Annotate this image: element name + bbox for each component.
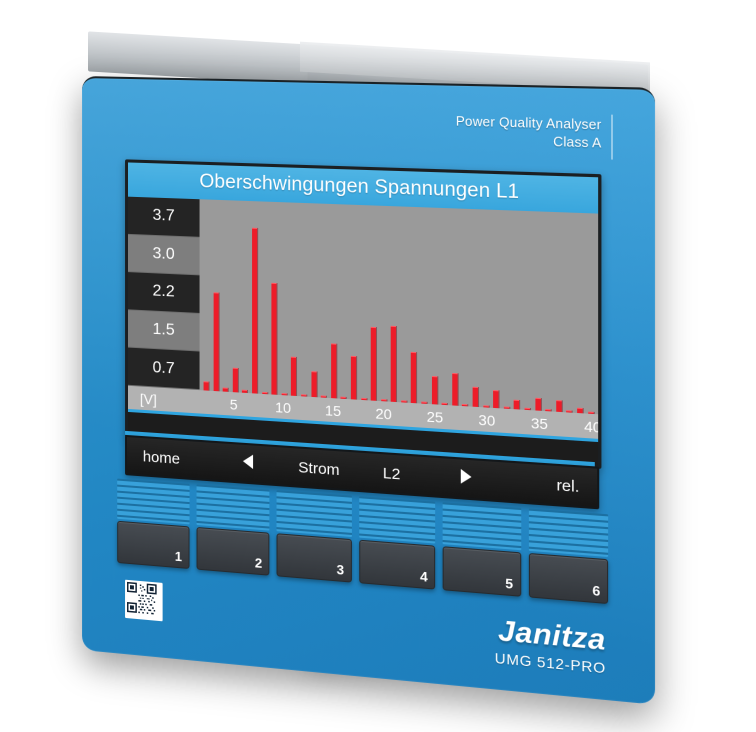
menu-mode-label[interactable]: Strom bbox=[298, 458, 340, 479]
x-axis-tick: 10 bbox=[275, 398, 292, 417]
chart-bar bbox=[232, 368, 238, 393]
chart-bar bbox=[472, 386, 479, 407]
ventilation-slots bbox=[358, 496, 436, 544]
ventilation-slots bbox=[196, 484, 270, 531]
device-front-bezel: Power Quality Analyser Class A Oberschwi… bbox=[82, 76, 656, 705]
menu-rel-button[interactable]: rel. bbox=[556, 475, 580, 496]
plot-region bbox=[199, 199, 599, 415]
ventilation-slots bbox=[528, 508, 609, 558]
chart-bar bbox=[350, 355, 356, 400]
lcd-display[interactable]: Oberschwingungen Spannungen L1 3.7 3.0 2.2… bbox=[125, 159, 602, 469]
product-class-line1: Power Quality Analyser bbox=[455, 114, 602, 133]
key-number-label: 1 bbox=[174, 548, 183, 565]
chart-bar bbox=[514, 399, 520, 410]
y-axis-tick: 2.2 bbox=[127, 272, 200, 314]
key-number-label: 6 bbox=[592, 582, 601, 600]
x-axis-tick: 20 bbox=[375, 404, 392, 423]
x-axis-tick: 35 bbox=[530, 414, 548, 433]
key-column: 1 bbox=[117, 478, 190, 578]
y-axis-tick: 3.0 bbox=[127, 234, 200, 276]
chart-bar bbox=[452, 373, 458, 406]
soft-key-button-4[interactable]: 4 bbox=[358, 539, 436, 590]
key-number-label: 4 bbox=[420, 568, 428, 585]
chart-bar bbox=[411, 352, 417, 404]
y-unit-label: [V] bbox=[139, 390, 157, 408]
chart-area: 3.7 3.0 2.2 1.5 0.7 bbox=[127, 196, 599, 415]
x-axis-tick: 25 bbox=[426, 408, 444, 426]
y-axis-tick: 3.7 bbox=[127, 196, 200, 238]
chart-bar bbox=[555, 400, 562, 413]
chart-bar bbox=[493, 390, 499, 409]
chart-bar bbox=[390, 326, 397, 403]
chart-bar bbox=[330, 343, 337, 399]
ventilation-slots bbox=[442, 502, 521, 551]
key-number-label: 3 bbox=[336, 561, 345, 578]
header-divider bbox=[611, 114, 613, 160]
soft-key-button-3[interactable]: 3 bbox=[276, 533, 352, 583]
arrow-right-icon[interactable] bbox=[428, 467, 503, 491]
chart-bar bbox=[213, 291, 219, 392]
x-axis-tick: 40 bbox=[584, 417, 602, 436]
y-axis-tick: 1.5 bbox=[127, 310, 200, 352]
key-number-label: 5 bbox=[505, 575, 514, 592]
menu-home-button[interactable]: home bbox=[142, 447, 181, 468]
ventilation-slots bbox=[117, 478, 190, 525]
key-column: 2 bbox=[196, 484, 270, 584]
y-axis-tick: 0.7 bbox=[127, 347, 200, 391]
y-axis-labels: 3.7 3.0 2.2 1.5 0.7 bbox=[127, 196, 200, 391]
product-class-label: Power Quality Analyser Class A bbox=[456, 113, 602, 153]
chart-bar bbox=[203, 381, 209, 391]
soft-key-button-6[interactable]: 6 bbox=[528, 552, 609, 605]
chart-bar bbox=[534, 397, 541, 411]
chart-bar bbox=[291, 356, 297, 396]
bar-series bbox=[203, 203, 594, 414]
qr-code-icon bbox=[125, 579, 163, 622]
arrow-left-icon[interactable] bbox=[212, 452, 283, 475]
key-column: 5 bbox=[442, 502, 521, 605]
chart-bar bbox=[271, 283, 277, 395]
x-axis-tick: 5 bbox=[229, 396, 238, 413]
product-class-line2: Class A bbox=[553, 134, 602, 151]
brand-block: Janitza UMG 512-PRO bbox=[495, 614, 606, 677]
chart-bar bbox=[310, 371, 317, 398]
soft-key-button-1[interactable]: 1 bbox=[117, 520, 190, 569]
key-column: 3 bbox=[276, 490, 352, 591]
x-axis-tick: 15 bbox=[324, 401, 342, 420]
ventilation-slots bbox=[276, 490, 352, 538]
soft-key-button-2[interactable]: 2 bbox=[196, 526, 270, 576]
soft-key-button-5[interactable]: 5 bbox=[442, 546, 521, 597]
chart-bar bbox=[252, 227, 258, 394]
key-column: 4 bbox=[358, 496, 436, 598]
chart-bar bbox=[431, 375, 437, 405]
menu-phase-label[interactable]: L2 bbox=[382, 464, 401, 484]
key-number-label: 2 bbox=[254, 555, 263, 571]
x-axis-tick: 30 bbox=[478, 411, 496, 430]
key-column: 6 bbox=[528, 508, 609, 612]
chart-bar bbox=[370, 326, 377, 401]
